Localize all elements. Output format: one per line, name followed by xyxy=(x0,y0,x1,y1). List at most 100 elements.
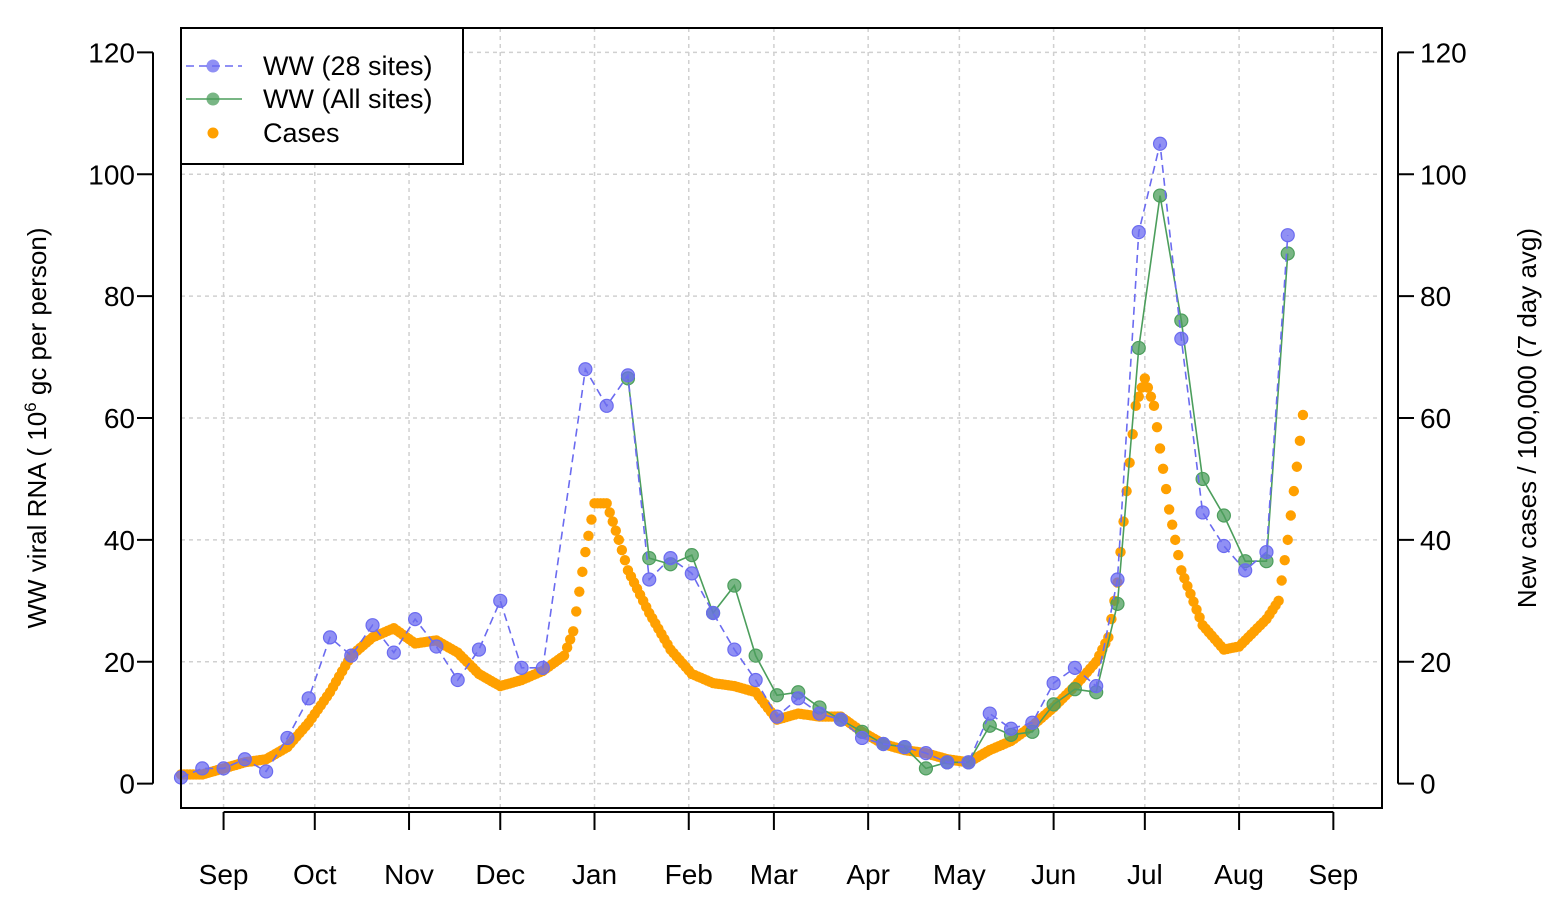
cases-point xyxy=(1127,429,1138,440)
ww-28-sites-point xyxy=(854,730,870,746)
cases-point xyxy=(1179,572,1190,584)
y-right-tick-label-5: 100 xyxy=(1420,159,1467,190)
ww-28-sites-point xyxy=(982,706,997,721)
x-tick-label-12: Sep xyxy=(1308,859,1358,890)
plot-area xyxy=(173,136,1309,785)
legend-box xyxy=(180,27,464,165)
cases-point xyxy=(1285,510,1296,521)
cases-point xyxy=(1273,595,1284,607)
ww-all-sites-point xyxy=(748,648,763,663)
cases-point xyxy=(601,498,612,509)
cases-point xyxy=(564,634,576,645)
ww-28-sites-point xyxy=(259,764,274,779)
legend-entry-wwall: WW (All sites) xyxy=(186,84,432,114)
ww-28-sites-point xyxy=(1025,715,1040,730)
ww-all-sites-point xyxy=(727,578,742,593)
ww-28-sites-point xyxy=(812,706,827,721)
legend-entry-ww28: WW (28 sites) xyxy=(186,51,433,81)
ww-all-sites-point xyxy=(918,761,934,776)
ww-28-sites-point xyxy=(642,572,657,587)
cases-point xyxy=(1188,596,1199,607)
cases-point xyxy=(561,642,573,653)
x-tick-label-5: Feb xyxy=(665,859,713,890)
ww-28-sites-point xyxy=(748,672,763,688)
ww-28-sites-point xyxy=(876,736,891,752)
ww-all-sites-point xyxy=(1152,188,1168,203)
ww-28-sites-point xyxy=(514,660,529,675)
ww-28-sites-point xyxy=(1131,225,1146,240)
x-tick-label-0: Sep xyxy=(199,859,249,890)
cases-point xyxy=(1154,443,1166,454)
cases-point xyxy=(610,525,621,536)
cases-point xyxy=(604,507,615,518)
cases-point xyxy=(1167,519,1178,530)
ww-28-sites-point xyxy=(1259,544,1274,560)
cases-point xyxy=(1288,485,1300,497)
legend-swatch-cases-marker xyxy=(207,127,219,139)
ww-28-sites-point xyxy=(450,672,465,688)
cases-point xyxy=(1294,435,1306,447)
x-tick-label-6: Mar xyxy=(750,859,798,890)
ww-28-sites-point xyxy=(578,362,593,377)
cases-point xyxy=(1297,409,1309,421)
x-tick-label-7: Apr xyxy=(846,859,890,890)
cases-point xyxy=(1115,546,1126,558)
ww-28-sites-point xyxy=(620,368,636,383)
ww-28-sites-point xyxy=(429,639,444,654)
cases-point xyxy=(1194,612,1205,623)
cases-point xyxy=(568,626,579,637)
ww-28-sites-point xyxy=(705,605,721,621)
ww-28-sites-point xyxy=(344,648,359,663)
cases-point xyxy=(1145,391,1157,402)
x-tick-label-2: Nov xyxy=(384,859,434,890)
y-right-tick-label-0: 0 xyxy=(1420,769,1436,800)
ww-28-sites-line xyxy=(180,143,1289,779)
ww-28-sites-point xyxy=(791,691,806,706)
x-tick-label-4: Jan xyxy=(572,859,617,890)
ww-all-sites-point xyxy=(1046,697,1061,712)
cases-point xyxy=(1291,461,1303,472)
cases-point xyxy=(607,516,618,527)
x-tick-label-1: Oct xyxy=(293,859,337,890)
ww-all-sites-point xyxy=(982,718,997,733)
ww-all-sites-point xyxy=(1174,313,1189,328)
ww-28-sites-point xyxy=(408,611,423,627)
cases-point xyxy=(1176,565,1187,576)
plot-frame xyxy=(180,27,1383,809)
ww-all-sites-point xyxy=(684,548,699,563)
y-axis-right: 0 20 40 60 80 100 120 xyxy=(1397,37,1467,800)
legend-swatch-wwall-marker xyxy=(206,92,220,106)
cases-point xyxy=(1282,534,1293,546)
y-right-tick-label-4: 80 xyxy=(1420,281,1451,312)
cases-point xyxy=(1148,400,1160,412)
cases-point xyxy=(1276,575,1287,586)
ww-all-sites-point xyxy=(1216,508,1231,523)
ww-28-sites-point xyxy=(1089,679,1104,694)
cases-point xyxy=(613,534,625,546)
y-left-tick-label-4: 80 xyxy=(104,281,135,312)
y-axis-left: 0 20 40 60 80 100 120 xyxy=(88,37,154,800)
ww-all-sites-point xyxy=(642,551,657,566)
y-axis-left-title: WW viral RNA ( 106 gc per person) xyxy=(21,227,52,628)
ww-28-sites-point xyxy=(216,761,231,776)
ww-28-sites-point xyxy=(365,618,380,633)
ww-28-sites-point xyxy=(1238,563,1253,578)
ww-28-sites-point xyxy=(897,739,912,755)
ww-28-sites-point xyxy=(1216,538,1231,554)
y-left-tick-label-0: 0 xyxy=(119,769,135,800)
cases-point xyxy=(1142,382,1154,393)
cases-point xyxy=(1182,580,1193,592)
ww-28-sites-point xyxy=(684,566,699,581)
ww-28-sites-point xyxy=(471,642,487,657)
cases-point xyxy=(1191,604,1202,615)
legend-label-wwall: WW (All sites) xyxy=(263,84,432,114)
cases-point xyxy=(1163,504,1175,515)
ww-28-sites-point xyxy=(237,752,252,767)
cases-point xyxy=(1133,391,1144,402)
ww-28-sites-point xyxy=(833,712,848,727)
ww-28-sites-point xyxy=(940,755,955,770)
y-right-tick-label-2: 40 xyxy=(1420,525,1451,556)
y-axis-right-title: New cases / 100,000 (7 day avg) xyxy=(1512,228,1542,608)
y-right-tick-label-3: 60 xyxy=(1420,403,1451,434)
